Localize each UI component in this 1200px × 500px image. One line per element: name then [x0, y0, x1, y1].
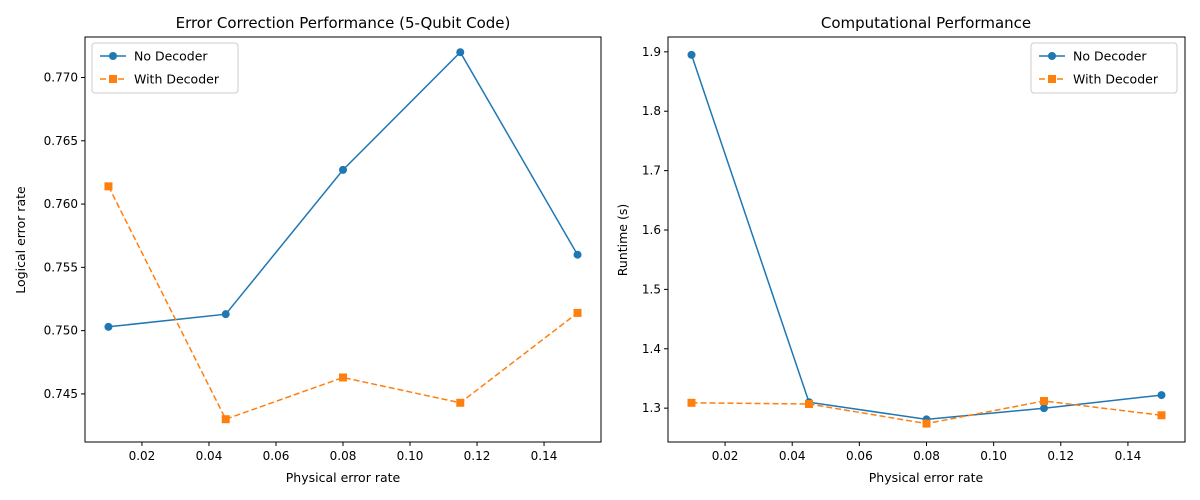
data-point-marker: [221, 310, 230, 319]
legend-box: [91, 42, 239, 94]
axis-ticks: 0.02 0.04 0.06 0.08 0.10 0.12 0.14 0.745 0.750 0.…: [44, 71, 558, 464]
x-tick-label: 0.10: [980, 449, 1007, 463]
x-tick-label: 0.04: [196, 449, 223, 463]
data-point-marker: [104, 182, 113, 191]
y-tick-label: 0.750: [44, 324, 78, 338]
legend-box: [1030, 42, 1178, 94]
data-point-marker: [687, 50, 696, 59]
legend-label: With Decoder: [1073, 72, 1159, 87]
data-point-marker: [1157, 411, 1166, 420]
data-point-marker: [339, 373, 347, 382]
legend: No Decoder With Decoder: [1030, 42, 1178, 94]
plot-lines: [104, 48, 582, 424]
legend-marker: [109, 52, 117, 60]
x-tick-label: 0.06: [263, 449, 290, 463]
data-point-marker: [1157, 391, 1166, 400]
plot-lines: [687, 50, 1166, 428]
y-tick-label: 0.755: [44, 260, 78, 274]
legend: No Decoder With Decoder: [91, 42, 239, 94]
x-tick-label: 0.08: [913, 449, 940, 463]
y-tick-label: 0.745: [44, 387, 78, 401]
x-tick-label: 0.02: [712, 449, 739, 463]
data-point-marker: [1040, 397, 1048, 406]
chart-error-correction: Error Correction Performance (5-Qubit Co…: [13, 14, 602, 485]
x-axis-label: Physical error rate: [286, 470, 401, 485]
x-tick-label: 0.06: [846, 449, 873, 463]
data-point-marker: [339, 165, 347, 174]
y-tick-label: 1.3: [642, 401, 661, 415]
y-tick-label: 1.6: [642, 223, 661, 237]
x-tick-label: 0.08: [330, 449, 357, 463]
x-tick-label: 0.02: [129, 449, 156, 463]
data-point-marker: [1040, 404, 1048, 413]
axes-frame: [667, 36, 1186, 443]
data-point-marker: [687, 398, 696, 407]
data-point-marker: [456, 48, 465, 57]
data-point-marker: [456, 398, 465, 407]
y-tick-label: 1.8: [642, 104, 661, 118]
x-tick-label: 0.14: [1115, 449, 1142, 463]
x-tick-label: 0.04: [779, 449, 806, 463]
legend-marker: [1048, 75, 1056, 83]
y-axis-label: Logical error rate: [13, 186, 28, 294]
data-point-marker: [805, 399, 813, 408]
y-tick-label: 1.9: [642, 45, 661, 59]
y-tick-label: 0.760: [44, 197, 78, 211]
data-point-marker: [221, 415, 230, 424]
x-axis-label: Physical error rate: [869, 470, 984, 485]
y-tick-label: 1.5: [642, 282, 661, 296]
data-point-marker: [922, 419, 931, 428]
legend-label: No Decoder: [1073, 49, 1147, 64]
legend-label: No Decoder: [134, 49, 208, 64]
x-tick-label: 0.14: [531, 449, 558, 463]
y-tick-label: 1.7: [642, 164, 661, 178]
chart-title: Error Correction Performance (5-Qubit Co…: [176, 14, 511, 32]
data-point-marker: [573, 250, 582, 259]
legend-label: With Decoder: [134, 72, 220, 87]
x-tick-label: 0.12: [464, 449, 491, 463]
series-line-1: [107, 185, 578, 421]
y-tick-label: 0.770: [44, 71, 78, 85]
x-tick-label: 0.12: [1047, 449, 1074, 463]
data-point-marker: [573, 308, 582, 317]
chart-computational-performance: Computational Performance Physical error…: [615, 14, 1186, 485]
axis-ticks: 0.02 0.04 0.06 0.08 0.10 0.12 0.14 1.3 1.4 1.5 1.6…: [642, 45, 1141, 463]
y-axis-label: Runtime (s): [615, 204, 630, 276]
legend-marker: [109, 75, 117, 83]
x-tick-label: 0.10: [397, 449, 424, 463]
y-tick-label: 0.765: [44, 134, 78, 148]
y-tick-label: 1.4: [642, 342, 661, 356]
data-point-marker: [104, 322, 113, 331]
axes-frame: [84, 36, 602, 443]
legend-marker: [1048, 52, 1056, 60]
chart-title: Computational Performance: [821, 14, 1031, 32]
